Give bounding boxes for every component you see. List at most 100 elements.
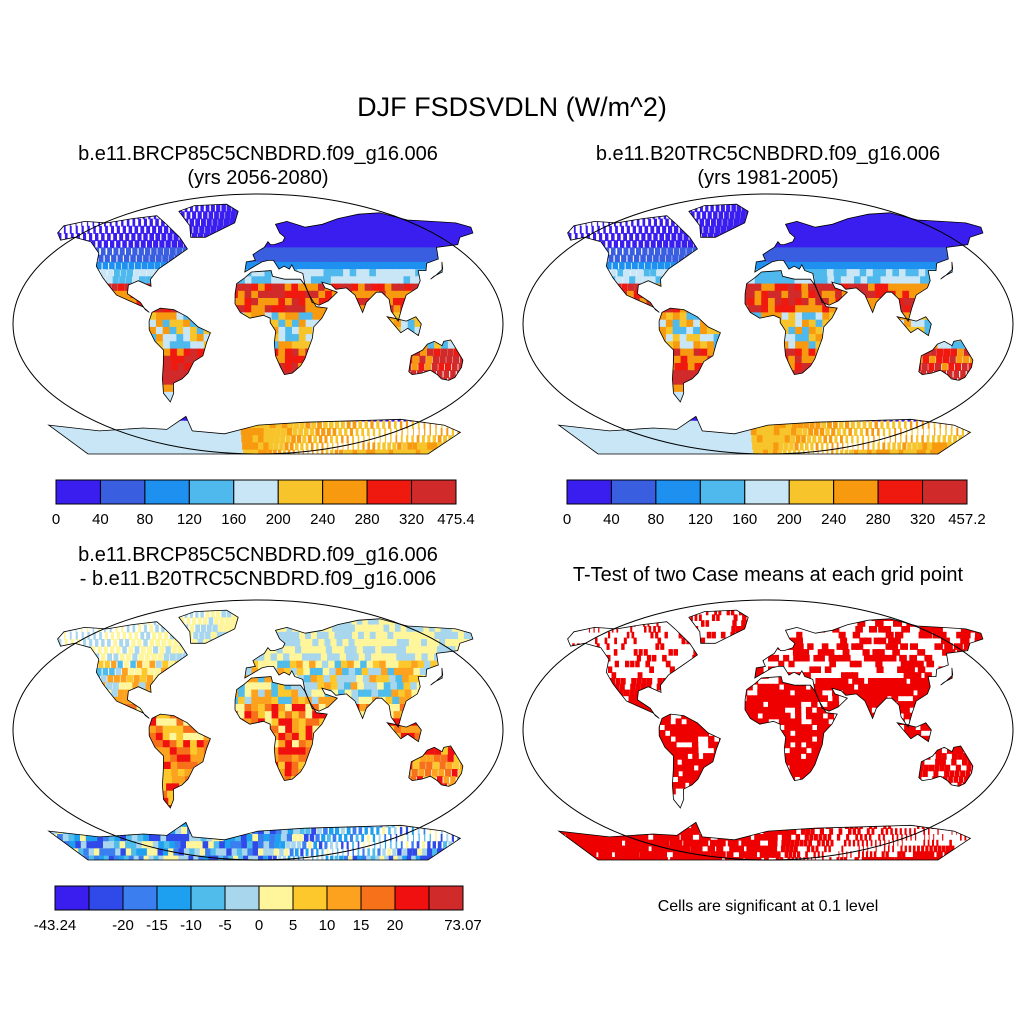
grid-cell: [916, 240, 926, 249]
grid-cell: [558, 413, 568, 422]
grid-cell: [321, 449, 324, 454]
grid-cell: [80, 204, 88, 205]
grid-cell: [303, 428, 309, 436]
grid-cell: [579, 218, 581, 227]
grid-cell: [308, 247, 317, 256]
grid-cell: [287, 420, 294, 429]
grid-cell: [551, 233, 553, 241]
grid-cell: [251, 305, 259, 314]
grid-cell: [652, 204, 657, 205]
grid-cell: [835, 290, 843, 299]
grid-cell: [93, 204, 97, 213]
grid-cell: [687, 428, 697, 436]
grid-cell: [917, 319, 926, 328]
grid-cell: [842, 218, 852, 227]
grid-cell: [854, 428, 858, 436]
grid-cell: [370, 204, 385, 205]
grid-cell: [229, 218, 236, 227]
grid-cell: [75, 225, 78, 234]
grid-cell: [679, 319, 688, 328]
grid-cell: [101, 233, 105, 241]
grid-cell: [794, 363, 802, 371]
grid-cell: [100, 269, 107, 278]
grid-cell: [58, 218, 60, 227]
grid-cell: [318, 298, 327, 306]
grid-cell: [854, 276, 863, 285]
grid-cell: [391, 283, 400, 292]
grid-cell: [158, 204, 161, 205]
grid-cell: [547, 399, 558, 407]
grid-cell: [340, 420, 345, 429]
grid-cell: [93, 225, 96, 234]
grid-cell: [177, 428, 187, 436]
grid-cell: [298, 341, 307, 350]
grid-cell: [541, 399, 552, 407]
grid-cell: [152, 225, 157, 234]
grid-cell: [278, 348, 286, 357]
grid-cell: [414, 204, 432, 205]
grid-cell: [251, 283, 259, 292]
grid-cell: [422, 211, 436, 220]
grid-cell: [241, 435, 249, 444]
grid-cell: [278, 319, 286, 328]
grid-cell: [95, 204, 103, 205]
grid-cell: [674, 363, 683, 371]
grid-cell: [377, 247, 387, 256]
grid-cell: [979, 391, 983, 400]
grid-cell: [619, 211, 621, 220]
grid-cell: [815, 225, 824, 234]
grid-cell: [897, 225, 908, 234]
grid-cell: [638, 240, 644, 249]
grid-cell: [910, 319, 919, 328]
grid-cell: [276, 240, 284, 249]
grid-cell: [372, 428, 376, 436]
grid-cell: [816, 233, 825, 241]
grid-cell: [843, 247, 852, 256]
grid-cell: [130, 254, 136, 263]
grid-cell: [840, 276, 849, 285]
grid-cell: [433, 233, 444, 241]
grid-cell: [277, 254, 285, 263]
grid-cell: [579, 225, 582, 234]
grid-cell: [300, 442, 304, 451]
grid-cell: [774, 254, 782, 263]
grid-cell: [898, 204, 912, 213]
grid-cell: [891, 240, 901, 249]
grid-cell: [699, 428, 708, 436]
grid-cell: [311, 420, 317, 429]
grid-cell: [562, 218, 564, 227]
grid-cell: [81, 218, 83, 227]
grid-cell: [820, 276, 829, 285]
grid-cell: [747, 290, 756, 299]
grid-cell: [171, 240, 178, 249]
grid-cell: [334, 225, 344, 234]
grid-cell: [599, 233, 603, 241]
grid-cell: [196, 326, 205, 335]
grid-cell: [780, 254, 789, 263]
grid-cell: [269, 435, 275, 444]
grid-cell: [362, 240, 372, 249]
grid-cell: [715, 225, 721, 234]
grid-cell: [963, 420, 964, 429]
grid-cell: [862, 290, 870, 299]
grid-cell: [390, 428, 392, 436]
grid-cell: [912, 233, 923, 241]
grid-cell: [798, 233, 806, 241]
grid-cell: [171, 363, 180, 371]
grid-cell: [961, 233, 973, 241]
grid-cell: [761, 276, 769, 285]
grid-cell: [893, 247, 903, 256]
grid-cell: [865, 204, 879, 205]
grid-cell: [939, 428, 941, 436]
grid-cell: [31, 399, 42, 407]
grid-cell: [916, 211, 929, 220]
grid-cell: [828, 283, 836, 292]
grid-cell: [310, 276, 319, 285]
grid-cell: [309, 261, 318, 270]
grid-cell: [107, 247, 112, 256]
grid-cell: [110, 240, 115, 249]
grid-cell: [358, 420, 363, 429]
grid-cell: [858, 261, 867, 270]
grid-cell: [270, 247, 278, 256]
grid-cell: [374, 435, 376, 444]
